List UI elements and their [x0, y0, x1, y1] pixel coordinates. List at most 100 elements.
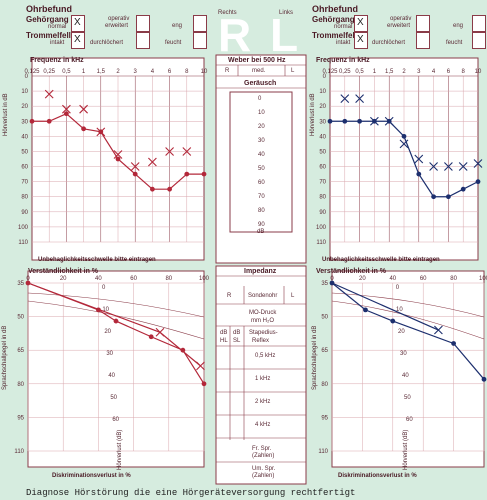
checkbox-intakt-left[interactable]: X — [71, 32, 85, 49]
right-bone-point — [384, 116, 394, 126]
speech-y-tick-right: 110 — [318, 449, 328, 455]
impedanz-hl: HL — [220, 338, 228, 344]
eng-label-right: eng — [453, 23, 464, 29]
impedanz-db-1: dB — [220, 330, 228, 336]
right-bone-point — [414, 154, 424, 164]
checkbox-erweitert-left[interactable] — [136, 15, 150, 32]
db-tick-label-right: 70 — [319, 180, 326, 186]
weber-med: med. — [252, 68, 266, 74]
left-air-point — [201, 171, 207, 177]
freq-tick-label-left: 1,5 — [97, 69, 106, 75]
checkbox-feucht-right[interactable] — [472, 32, 486, 49]
db-tick-label-left: 50 — [21, 149, 28, 155]
freq-tick-label-right: 4 — [432, 69, 436, 75]
curve-tick-left: 50 — [110, 395, 117, 401]
speech-x-tick-left: 20 — [60, 276, 67, 282]
label-rechts: Rechts — [218, 10, 237, 16]
title-left: Ohrbefund — [26, 4, 72, 14]
freq-tick-label-right: 6 — [447, 69, 451, 75]
curve-tick-right: 10 — [396, 307, 403, 313]
weber-level-10: 10 — [258, 110, 265, 116]
left-bone-point — [62, 104, 71, 114]
gehoergang-label-right: Gehörgang — [312, 15, 355, 24]
weber-level-90: 90 — [258, 222, 265, 228]
eng-label-left: eng — [172, 23, 183, 29]
curve-tick-right: 0 — [396, 285, 400, 291]
curve-tick-left: 20 — [104, 329, 111, 335]
speech-x-tick-left: 100 — [199, 276, 210, 282]
speech-x-tick-right: 0 — [330, 276, 334, 282]
right-bone-point — [473, 159, 483, 168]
freq-tick-label-left: 4 — [151, 69, 155, 75]
curve-label-right: Hörverlust (dB) — [403, 429, 409, 470]
impedanz-fr-zahlen: (Zahlen) — [252, 453, 275, 459]
freq-tick-label-right: 10 — [475, 69, 482, 75]
speech-x-tick-right: 60 — [420, 276, 427, 282]
right-air-point — [460, 186, 466, 192]
curve-tick-left: 30 — [106, 351, 113, 357]
left-bone-point — [130, 162, 140, 171]
diagnosis-text: Diagnose Hörstörung die eine Hörgeräteve… — [26, 488, 356, 498]
weber-level-50: 50 — [258, 166, 265, 172]
speech-x-tick-right: 20 — [359, 276, 366, 282]
freq-tick-label-left: 2 — [116, 69, 120, 75]
right-air-point — [357, 118, 362, 124]
left-air-point — [184, 171, 190, 177]
checkbox-eng-left[interactable] — [193, 15, 207, 32]
weber-level-70: 70 — [258, 194, 265, 200]
left-air-point — [167, 186, 173, 192]
normal-label-right: normal — [334, 24, 353, 30]
weber-level-30: 30 — [258, 138, 265, 144]
left-bone-point — [165, 147, 174, 156]
left-bone-point — [113, 150, 123, 159]
right-air-point — [475, 179, 481, 185]
curve-tick-right: 40 — [402, 373, 409, 379]
speech-footer-left: Diskriminationsverlust in % — [52, 473, 131, 479]
checkbox-normal-left[interactable]: X — [71, 15, 85, 32]
right-speech-cross — [434, 325, 443, 335]
curve-tick-left: 10 — [102, 307, 109, 313]
operativ-label-left: operativ — [108, 16, 130, 22]
speech-y-tick-right: 50 — [321, 315, 328, 321]
db-tick-label-right: 40 — [319, 134, 326, 140]
freq-tick-label-left: 1 — [82, 69, 86, 75]
freq-tick-label-left: 0,125 — [24, 69, 40, 75]
right-bone-point — [444, 162, 453, 171]
right-speech-point — [481, 376, 487, 382]
db-tick-label-right: 100 — [316, 225, 327, 231]
curve-tick-left: 0 — [102, 285, 106, 291]
impedanz-l: L — [291, 293, 295, 299]
normal-label-left: normal — [48, 24, 67, 30]
impedanz-frame — [215, 265, 307, 485]
speech-x-tick-left: 80 — [165, 276, 172, 282]
speech-ref-curve-left — [27, 300, 205, 340]
erweitert-label-left: erweitert — [105, 23, 129, 29]
trommelfell-label-left: Trommelfell — [26, 31, 71, 40]
checkbox-intakt-right[interactable]: X — [354, 32, 368, 49]
checkbox-durchloechert-left[interactable] — [136, 32, 150, 49]
left-speech-point — [113, 318, 119, 324]
checkbox-feucht-left[interactable] — [193, 32, 207, 49]
left-air-point — [132, 171, 138, 177]
ucl-footer-right: Unbehaglichkeitsschwelle bitte eintragen — [322, 257, 440, 263]
freq-title-left: Frequenz in kHz — [30, 57, 84, 64]
curve-tick-right: 30 — [400, 351, 407, 357]
left-speech-point — [180, 347, 186, 353]
impedanz-mm-h2o: mm H₂O — [251, 318, 274, 324]
checkbox-durchloechert-right[interactable] — [416, 32, 430, 49]
impedanz-mo-druck: MO-Druck — [249, 310, 277, 316]
freq-tick-label-right: 1,5 — [385, 69, 394, 75]
title-right: Ohrbefund — [312, 4, 358, 14]
speech-ref-curve-left — [27, 292, 205, 318]
checkbox-eng-right[interactable] — [472, 15, 486, 32]
checkbox-erweitert-right[interactable] — [416, 15, 430, 32]
left-air-point — [115, 156, 121, 162]
curve-label-left: Hörverlust (dB) — [117, 429, 123, 470]
db-tick-label-right: 90 — [319, 210, 326, 216]
right-air-point — [446, 194, 451, 200]
impedanz-stapedius: Stapedius- — [249, 330, 278, 336]
checkbox-normal-right[interactable]: X — [354, 15, 368, 32]
left-bone-point — [79, 104, 88, 114]
erweitert-label-right: erweitert — [387, 23, 411, 29]
